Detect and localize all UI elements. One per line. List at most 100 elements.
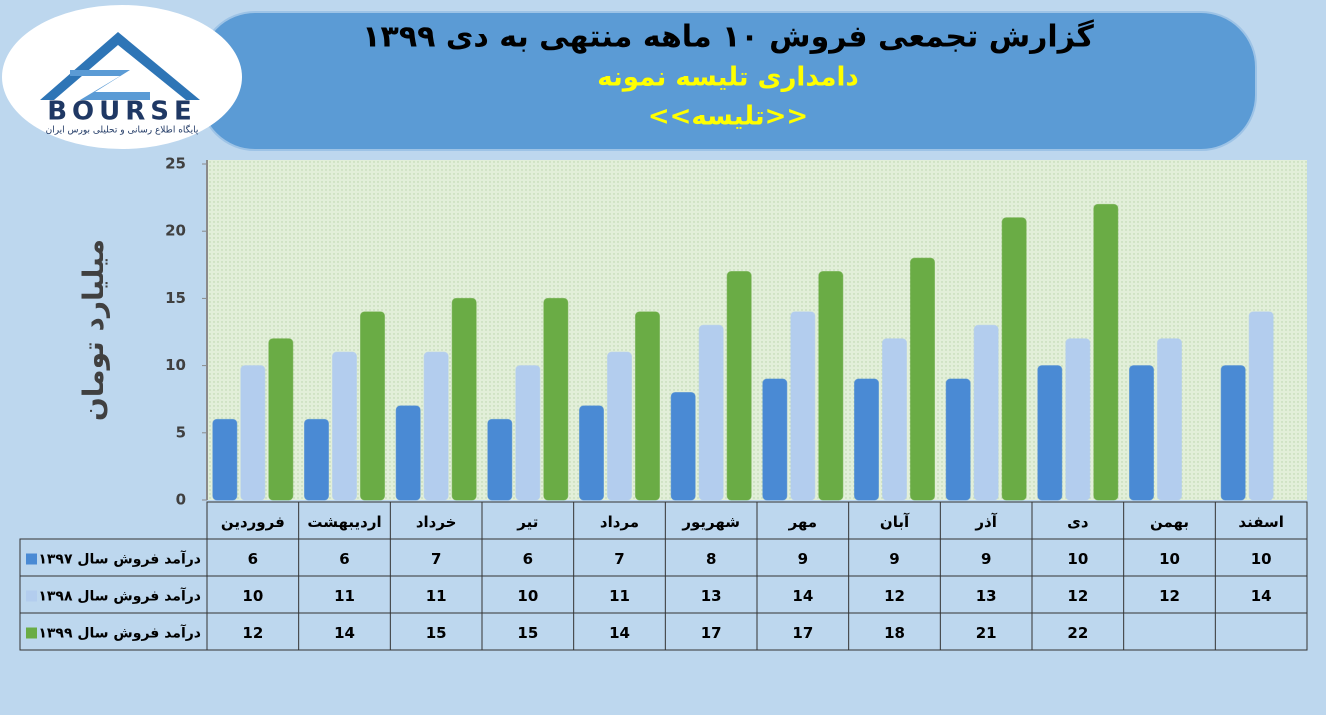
- y-tick-label: 20: [165, 222, 186, 240]
- bar: [670, 391, 696, 501]
- table-value: 11: [426, 587, 447, 605]
- table-value: 6: [523, 550, 533, 568]
- bar: [762, 378, 788, 501]
- bar: [635, 311, 660, 501]
- bar: [1037, 365, 1063, 501]
- table-value: 9: [981, 550, 991, 568]
- y-tick-label: 0: [176, 491, 186, 509]
- x-tick-label: خرداد: [416, 513, 457, 531]
- logo-tagline: پایگاه اطلاع رسانی و تحلیلی بورس ایران: [46, 124, 199, 136]
- y-axis-label: میلیارد تومان: [77, 239, 110, 421]
- table-value: 14: [334, 624, 355, 642]
- table-value: 17: [792, 624, 813, 642]
- logo-name: BOURSE: [47, 97, 197, 127]
- table-value: 17: [701, 624, 722, 642]
- table-value: 10: [1251, 550, 1272, 568]
- bar: [790, 311, 816, 501]
- table-value: 10: [1159, 550, 1180, 568]
- bar: [1248, 311, 1274, 501]
- x-tick-label: بهمن: [1150, 513, 1189, 531]
- bar: [818, 271, 844, 501]
- x-tick-label: شهریور: [681, 513, 740, 531]
- table-value: 14: [1251, 587, 1272, 605]
- table-value: 11: [334, 587, 355, 605]
- table-value: 11: [609, 587, 630, 605]
- table-value: 10: [517, 587, 538, 605]
- table-value: 12: [242, 624, 263, 642]
- bar: [726, 271, 752, 501]
- bar: [945, 378, 971, 501]
- chart-subtitle: دامداری تلیسه نمونه: [597, 63, 858, 93]
- legend-swatch: [26, 590, 37, 602]
- bar: [579, 405, 604, 501]
- x-tick-label: دی: [1067, 513, 1089, 531]
- x-tick-label: فروردین: [221, 513, 285, 531]
- bar: [854, 378, 879, 501]
- bar: [1157, 338, 1182, 501]
- logo-background: [2, 5, 242, 149]
- bar: [332, 351, 357, 501]
- table-value: 9: [889, 550, 899, 568]
- plot-area: [207, 160, 1307, 500]
- table-value: 6: [339, 550, 349, 568]
- bar: [543, 297, 569, 501]
- logo-shape: [70, 70, 150, 100]
- table-value: 7: [431, 550, 441, 568]
- legend-swatch: [26, 627, 37, 639]
- x-tick-label: مهر: [788, 513, 818, 531]
- table-value: 15: [517, 624, 538, 642]
- bar: [882, 338, 907, 501]
- bar: [423, 351, 449, 501]
- bar: [910, 257, 935, 501]
- table-value: 21: [976, 624, 997, 642]
- y-tick-label: 10: [165, 356, 186, 374]
- bar: [1001, 217, 1027, 501]
- table-value: 14: [792, 587, 813, 605]
- y-tick-label: 5: [176, 423, 186, 441]
- table-value: 18: [884, 624, 905, 642]
- chart-title: گزارش تجمعی فروش ۱۰ ماهه منتهی به دی ۱۳۹…: [362, 19, 1094, 55]
- table-value: 7: [614, 550, 624, 568]
- y-tick-label: 15: [165, 289, 186, 307]
- legend-label: درآمد فروش سال ۱۳۹۷: [38, 550, 201, 568]
- legend-swatch: [26, 553, 37, 565]
- x-tick-label: آذر: [974, 513, 997, 531]
- bar: [1093, 203, 1119, 501]
- x-tick-label: آبان: [880, 513, 910, 531]
- x-tick-label: تیر: [516, 513, 538, 531]
- bar: [515, 365, 541, 501]
- bar: [240, 365, 266, 501]
- bar: [451, 297, 477, 501]
- bar: [1220, 365, 1246, 501]
- table-value: 14: [609, 624, 630, 642]
- table-value: 8: [706, 550, 716, 568]
- table-frame: [19, 538, 1308, 651]
- bar: [607, 351, 632, 501]
- bar: [1129, 365, 1154, 501]
- x-tick-label: اردیبهشت: [307, 513, 381, 531]
- bar: [395, 405, 421, 501]
- bar: [360, 311, 385, 501]
- table-value: 9: [798, 550, 808, 568]
- y-tick-label: 25: [165, 155, 186, 173]
- bar: [304, 418, 329, 501]
- table-value: 12: [1159, 587, 1180, 605]
- bar: [973, 324, 999, 501]
- table-value: 12: [1067, 587, 1088, 605]
- bar: [698, 324, 724, 501]
- bar: [1065, 338, 1091, 501]
- table-value: 10: [1067, 550, 1088, 568]
- table-value: 13: [976, 587, 997, 605]
- bar: [268, 338, 294, 501]
- table-value: 6: [248, 550, 258, 568]
- table-value: 13: [701, 587, 722, 605]
- table-value: 22: [1067, 624, 1088, 642]
- x-tick-label: مرداد: [600, 513, 639, 531]
- table-value: 12: [884, 587, 905, 605]
- chart-tag: <<تلیسه>>: [648, 102, 808, 132]
- bar: [212, 418, 238, 501]
- table-value: 15: [426, 624, 447, 642]
- x-tick-label: اسفند: [1238, 513, 1283, 531]
